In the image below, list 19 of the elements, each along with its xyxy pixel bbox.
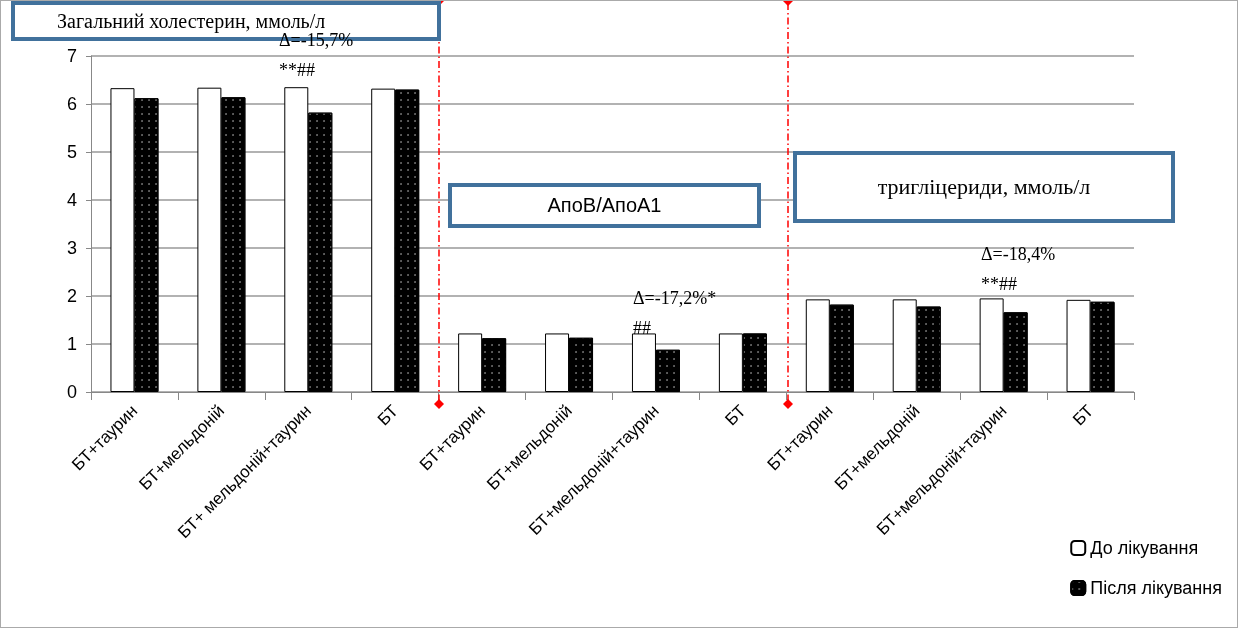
text-box: АпоВ/АпоА1	[448, 183, 761, 228]
x-tick-label: БТ	[373, 401, 402, 430]
annotation: Δ=-18,4% **##	[981, 243, 1056, 296]
annotation: Δ=-17,2%* ##	[633, 287, 717, 340]
annotation: АпоВ/АпоА1	[547, 194, 662, 217]
legend-label: Після лікування	[1090, 578, 1222, 598]
annotation: тригліцериди, ммоль/л	[877, 174, 1091, 200]
y-tick-label: 2	[66, 286, 77, 306]
y-tick-label: 6	[66, 94, 77, 114]
y-tick-label: 7	[66, 46, 77, 66]
legend-label: До лікування	[1090, 538, 1199, 558]
y-tick-label: 0	[66, 382, 77, 402]
y-tick-label: 1	[66, 334, 77, 354]
x-tick-label: БТ	[721, 401, 750, 430]
x-tick-label: БТ	[1069, 401, 1098, 430]
y-tick-label: 4	[66, 190, 77, 210]
text-box: тригліцериди, ммоль/л	[793, 151, 1175, 223]
y-tick-label: 5	[66, 142, 77, 162]
y-tick-label: 3	[66, 238, 77, 258]
